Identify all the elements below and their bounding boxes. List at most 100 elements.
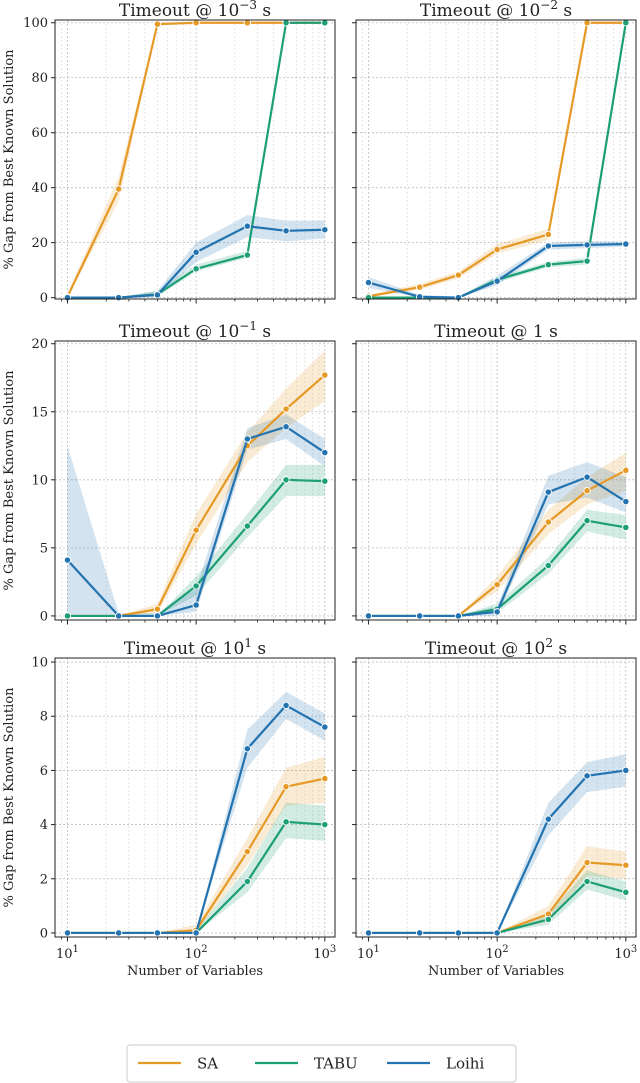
y-tick-label: 0 <box>40 291 48 306</box>
point-loihi <box>622 766 630 775</box>
y-tick-label: 0 <box>40 926 48 941</box>
point-sa <box>243 19 251 27</box>
panel-title: Timeout @ 1 s <box>434 322 558 342</box>
y-axis-label: % Gap from Best Known Solution <box>2 370 17 591</box>
point-loihi <box>544 815 552 823</box>
band-sa <box>67 756 325 933</box>
point-loihi <box>493 608 501 616</box>
y-tick-label: 10 <box>31 656 48 671</box>
axes-frame <box>54 19 336 300</box>
legend-label-loihi: Loihi <box>446 1055 484 1073</box>
point-loihi <box>282 227 290 235</box>
y-axis-label: % Gap from Best Known Solution <box>2 49 17 270</box>
point-loihi <box>544 488 552 496</box>
point-loihi <box>192 601 200 609</box>
x-tick-label: 102 <box>185 944 208 962</box>
point-sa <box>282 405 290 413</box>
point-loihi <box>583 241 591 249</box>
point-loihi <box>192 929 200 937</box>
x-axis-label: Number of Variables <box>127 964 263 979</box>
axes-frame <box>54 340 336 621</box>
band-tabu <box>67 464 325 616</box>
point-tabu <box>321 477 329 485</box>
point-tabu <box>622 19 630 27</box>
point-tabu <box>583 877 591 886</box>
point-tabu <box>544 260 552 269</box>
band-sa <box>67 350 325 616</box>
legend: SA TABU Loihi <box>126 1044 517 1083</box>
point-loihi <box>321 226 329 234</box>
x-tick-label: 101 <box>357 944 380 962</box>
y-tick-label: 40 <box>31 181 48 196</box>
point-sa <box>153 605 162 613</box>
point-loihi <box>115 612 123 620</box>
point-tabu <box>243 522 251 530</box>
panel-title: Timeout @ 101 s <box>124 636 266 659</box>
y-axis-label: % Gap from Best Known Solution <box>2 687 17 908</box>
point-loihi <box>321 448 329 457</box>
x-tick-label: 101 <box>56 944 79 962</box>
point-loihi <box>416 929 424 937</box>
point-loihi <box>115 929 123 937</box>
point-loihi <box>364 929 373 937</box>
legend-label-tabu: TABU <box>314 1055 358 1073</box>
point-loihi <box>115 293 123 302</box>
y-tick-label: 2 <box>40 872 48 887</box>
y-tick-label: 80 <box>31 71 48 86</box>
band-loihi <box>368 462 626 616</box>
axes-frame <box>54 657 336 938</box>
point-loihi <box>243 745 251 753</box>
panel-2: Timeout @ 10−2 s <box>352 0 637 304</box>
point-sa <box>622 861 630 869</box>
point-sa <box>544 518 552 526</box>
point-loihi <box>243 222 251 230</box>
point-tabu <box>282 818 290 826</box>
point-tabu <box>544 915 552 924</box>
panel-title: Timeout @ 10−2 s <box>420 0 572 21</box>
point-tabu <box>243 877 251 886</box>
legend-label-sa: SA <box>197 1055 218 1073</box>
point-loihi <box>282 701 290 710</box>
x-axis-label: Number of Variables <box>428 964 564 979</box>
axes-frame <box>355 657 637 938</box>
y-tick-label: 10 <box>31 473 48 488</box>
point-tabu <box>544 561 552 570</box>
point-tabu <box>321 820 329 829</box>
y-tick-label: 4 <box>40 818 48 833</box>
panel-6: 101 102 103 Timeout @ 102 s Number of Variab… <box>352 636 637 979</box>
point-tabu <box>583 516 591 525</box>
point-loihi <box>583 772 591 780</box>
point-loihi <box>153 291 162 299</box>
point-sa <box>583 858 591 867</box>
axes-frame <box>355 340 637 621</box>
point-sa <box>282 783 290 791</box>
point-loihi <box>63 556 72 564</box>
point-sa <box>544 230 552 239</box>
point-tabu <box>243 251 251 259</box>
y-tick-label: 6 <box>40 764 48 779</box>
y-tick-label: 20 <box>31 236 48 251</box>
point-tabu <box>192 265 200 273</box>
panel-title: Timeout @ 102 s <box>425 636 567 659</box>
point-loihi <box>622 497 630 506</box>
point-loihi <box>364 612 373 620</box>
y-tick-label: 5 <box>40 541 48 556</box>
point-loihi <box>583 473 591 481</box>
point-loihi <box>493 277 501 285</box>
point-sa <box>115 185 123 193</box>
panel-5: 0 2 4 6 8 10 101 102 103 Timeout @ 101 s % Gap fro… <box>2 636 336 979</box>
point-loihi <box>454 612 463 620</box>
x-tick-label: 103 <box>614 944 637 962</box>
panel-1: 0 20 40 60 80 100 Timeout @ 10−3 s % Gap from B… <box>2 0 336 306</box>
point-loihi <box>544 242 552 250</box>
y-tick-label: 0 <box>40 609 48 624</box>
panel-4: Timeout @ 1 s <box>352 322 637 625</box>
x-tick-label: 102 <box>486 944 509 962</box>
point-tabu <box>321 19 329 27</box>
point-loihi <box>321 723 329 731</box>
band-tabu <box>67 802 325 933</box>
point-loihi <box>153 929 162 937</box>
band-loihi <box>67 691 325 933</box>
point-loihi <box>243 435 251 443</box>
